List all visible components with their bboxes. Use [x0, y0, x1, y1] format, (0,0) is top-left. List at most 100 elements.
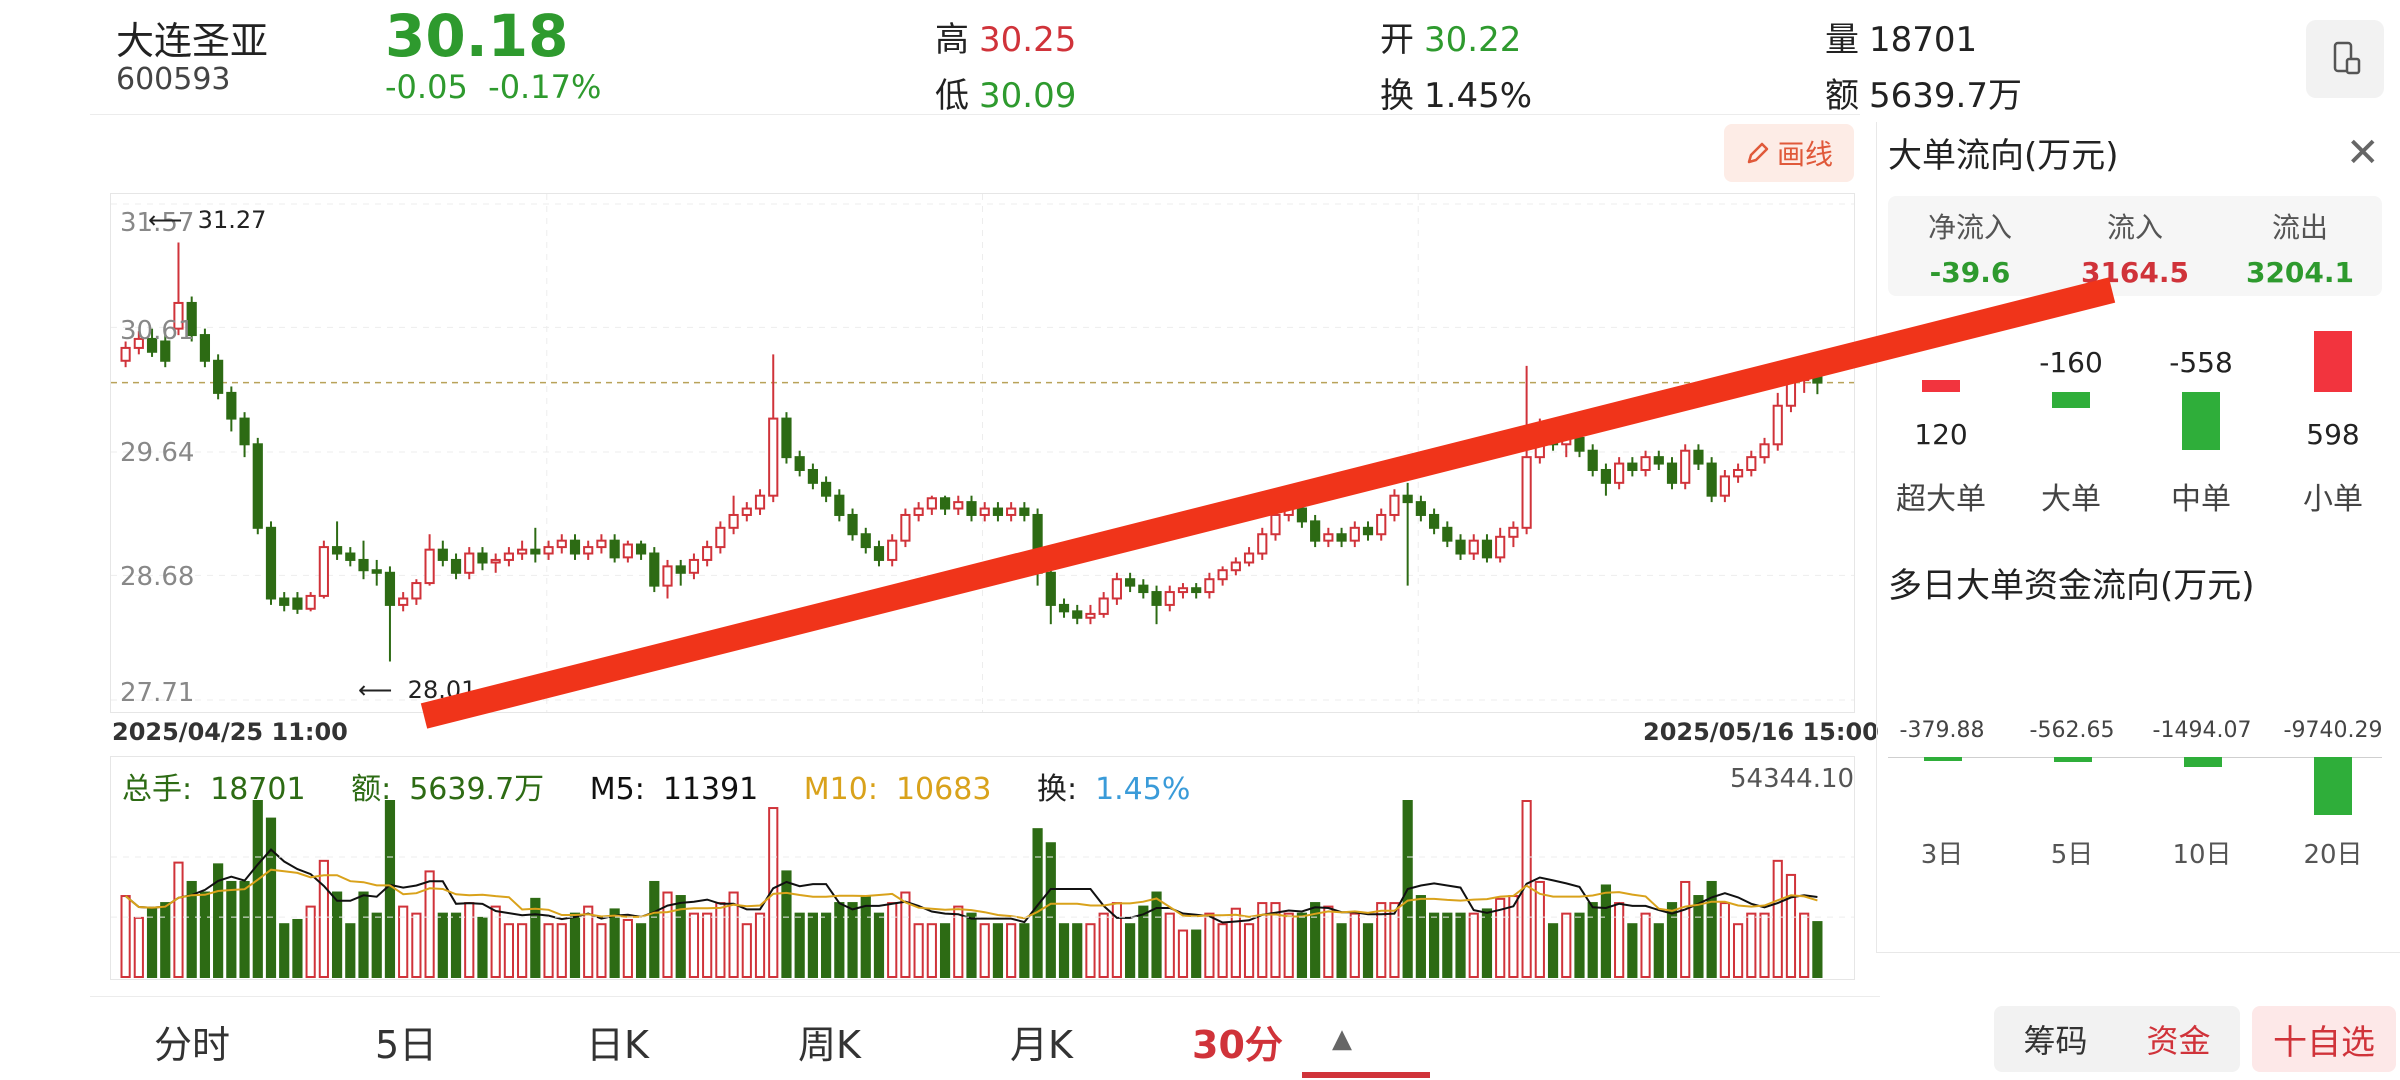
volume-bar: [979, 923, 990, 978]
volume-bar: [1680, 880, 1691, 978]
close-icon[interactable]: ✕: [2346, 130, 2380, 176]
volume-bar: [1785, 873, 1797, 978]
candle-body: [1349, 526, 1360, 542]
max-price-value: 31.27: [197, 206, 267, 234]
amount-value: 5639.7万: [1869, 76, 2022, 116]
volume-bar: [1336, 923, 1347, 978]
volume-bar: [1164, 912, 1175, 978]
rotate-screen-button[interactable]: [2306, 20, 2384, 98]
volume-bar: [292, 918, 303, 978]
candle-body: [279, 597, 290, 606]
candle-body: [569, 539, 581, 555]
multi-day-value: -562.65: [2029, 718, 2115, 743]
candle-body: [1614, 462, 1625, 484]
volume-bar: [1614, 902, 1625, 978]
candle-body: [371, 569, 382, 574]
tab-monthly-k[interactable]: 月K: [1010, 1023, 1073, 1067]
current-price: 30.18: [385, 2, 569, 70]
candle-body: [1587, 449, 1598, 471]
tab-weekly-k[interactable]: 周K: [798, 1023, 861, 1067]
candle-body: [834, 494, 845, 516]
volume-bar: [1058, 923, 1070, 978]
volume-bar: [1243, 923, 1255, 978]
candle-body: [1006, 507, 1017, 516]
volume-bar: [1296, 912, 1308, 978]
candle-body: [1428, 513, 1440, 529]
volume-quote: 量 18701: [1825, 12, 1977, 61]
volume-bar: [490, 905, 501, 979]
candle-body: [556, 539, 567, 549]
draw-line-button[interactable]: 画线: [1724, 124, 1854, 182]
candle-body: [318, 546, 329, 597]
multi-day-bar-20d: [2314, 757, 2352, 815]
vol-amount: 额: 5639.7万: [351, 772, 545, 807]
small-value: 598: [2306, 418, 2360, 451]
volume-bar: [1177, 929, 1189, 978]
y-tick-label: 28.68: [120, 562, 195, 592]
volume-stats: 总手: 18701 额: 5639.7万 M5: 11391 M10: 10683 换:…: [122, 764, 1226, 808]
candle-body: [887, 539, 898, 561]
kline-chart[interactable]: [110, 193, 1855, 713]
volume-value: 18701: [1869, 20, 1978, 60]
volume-bar: [768, 807, 779, 979]
tab-5day[interactable]: 5日: [375, 1023, 438, 1067]
period-tabs: 分时 5日 日K 周K 月K 30分 ▲: [110, 1000, 1860, 1080]
candle-body: [1799, 376, 1810, 382]
start-date: 2025/04/25 11:00: [112, 718, 348, 746]
tab-expand-icon[interactable]: ▲: [1332, 1024, 1352, 1054]
chips-button[interactable]: 筹码: [2023, 1022, 2088, 1060]
candle-body: [926, 497, 937, 510]
candle-body: [464, 552, 475, 574]
multi-day-bar-5d: [2054, 757, 2092, 762]
outflow-value: 3204.1: [2245, 256, 2355, 289]
volume-bar: [794, 912, 805, 978]
draw-line-label: 画线: [1776, 138, 1833, 171]
candle-body: [860, 533, 871, 549]
candle-body: [265, 526, 277, 600]
tab-intraday[interactable]: 分时: [154, 1023, 231, 1067]
turnover-quote: 换 1.45%: [1380, 68, 1532, 117]
candle-body: [1415, 501, 1426, 516]
candle-body: [1323, 533, 1334, 542]
add-watchlist-button[interactable]: 十自选: [2252, 1006, 2396, 1072]
candle-body: [873, 546, 885, 561]
volume-bar: [1746, 912, 1757, 978]
capital-button[interactable]: 资金: [2146, 1022, 2211, 1060]
candle-body: [649, 552, 660, 587]
candle-body: [398, 597, 409, 606]
tab-daily-k[interactable]: 日K: [586, 1023, 649, 1067]
candle-body: [1125, 578, 1136, 587]
volume-chart[interactable]: [110, 756, 1855, 980]
left-arrow-icon: ⟵: [358, 676, 393, 704]
candle-body: [741, 507, 752, 516]
volume-bar: [873, 912, 885, 978]
left-arrow-icon: ⟵: [148, 206, 183, 234]
candle-body: [794, 456, 805, 471]
end-date: 2025/05/16 15:00: [1643, 718, 1879, 746]
volume-bar: [1706, 880, 1717, 978]
volume-bar: [754, 912, 766, 978]
candle-body: [1111, 578, 1122, 600]
volume-bar: [1666, 902, 1678, 978]
inflow-label: 流入: [2106, 211, 2163, 244]
candle-body: [715, 526, 726, 549]
candle-body: [609, 539, 620, 559]
volume-bar: [279, 923, 290, 978]
volume-bar: [1191, 929, 1202, 978]
volume-bar: [1495, 897, 1506, 978]
volume-bar: [1415, 895, 1426, 978]
volume-label: 量: [1825, 20, 1859, 60]
candle-body: [1693, 449, 1704, 465]
volume-bar: [887, 902, 898, 978]
candle-body: [1389, 494, 1400, 516]
candle-body: [1402, 494, 1413, 504]
volume-bar: [464, 902, 475, 978]
candle-body: [1296, 507, 1308, 523]
multi-day-value: -1494.07: [2152, 718, 2252, 743]
candle-body: [477, 552, 488, 564]
large-value: -160: [2039, 346, 2103, 379]
candle-body: [1547, 436, 1559, 446]
volume-bar: [926, 923, 937, 978]
candle-body: [847, 513, 858, 536]
tab-30min[interactable]: 30分: [1192, 1023, 1283, 1067]
